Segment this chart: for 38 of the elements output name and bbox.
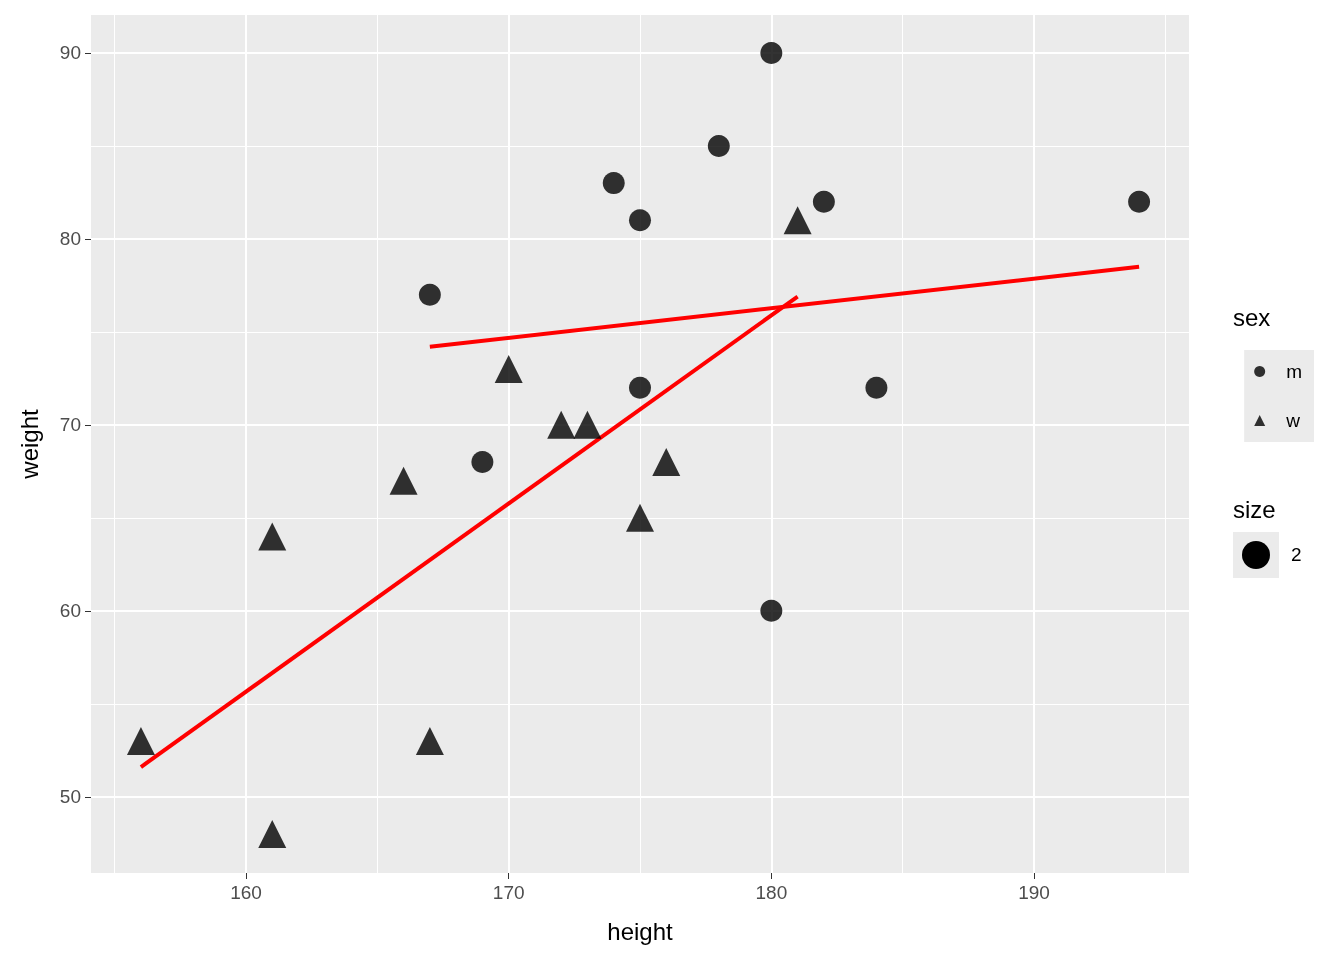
x-tick-label: 160	[230, 882, 262, 903]
point	[418, 283, 441, 306]
point	[626, 503, 654, 532]
point	[494, 355, 523, 384]
point	[760, 41, 783, 64]
x-tick-label: 190	[1018, 882, 1050, 903]
text: size	[1233, 496, 1277, 524]
y-tick-label: 70	[59, 414, 81, 436]
point	[415, 726, 444, 755]
point	[573, 410, 602, 439]
y-tick-label: 60	[59, 600, 81, 622]
point	[258, 522, 287, 551]
x-tick-label: 170	[492, 882, 525, 903]
y-tick-label: 50	[59, 786, 81, 808]
legend-label: m	[1286, 361, 1302, 382]
y-axis-title: weight	[15, 408, 43, 480]
x-tick-label: 180	[755, 882, 788, 903]
legend-title: sex	[1233, 303, 1271, 331]
legend-label: w	[1285, 410, 1301, 431]
point	[258, 819, 287, 848]
x-axis-title: height	[607, 917, 674, 945]
point	[865, 376, 888, 399]
point	[812, 190, 835, 213]
point	[471, 451, 494, 474]
point	[783, 206, 812, 235]
point	[547, 410, 576, 439]
y-tick-label: 90	[59, 42, 81, 64]
point	[1128, 190, 1151, 213]
y-tick-label: 80	[59, 228, 81, 250]
point	[629, 209, 651, 232]
point	[760, 599, 783, 622]
point	[389, 466, 418, 495]
point	[602, 172, 625, 195]
point	[707, 134, 730, 157]
point	[652, 448, 681, 477]
text: 2	[1291, 544, 1302, 566]
point	[126, 726, 155, 755]
point	[629, 376, 651, 399]
